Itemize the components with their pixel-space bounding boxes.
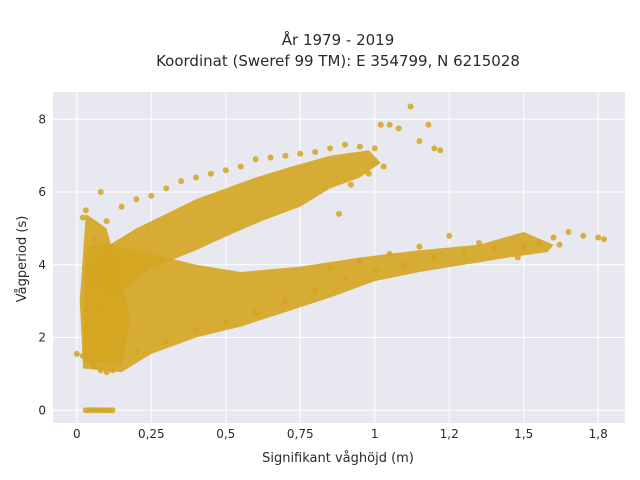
data-point: [425, 121, 432, 128]
x-tick-label: 0,75: [287, 427, 314, 441]
scatter-points: [73, 103, 608, 414]
x-tick-label: 1,8: [589, 427, 608, 441]
data-point: [395, 125, 402, 132]
data-point: [371, 145, 378, 152]
data-point: [535, 240, 542, 246]
data-point: [237, 163, 244, 170]
data-point: [437, 147, 444, 154]
data-point: [386, 250, 393, 257]
data-point: [595, 234, 602, 241]
data-point: [490, 245, 497, 252]
y-tick-label: 6: [38, 185, 46, 199]
data-point: [446, 232, 453, 239]
data-point: [163, 338, 170, 345]
data-point: [377, 121, 384, 128]
data-point: [312, 149, 319, 155]
data-point: [82, 349, 89, 356]
data-point: [297, 150, 304, 157]
upper-cloud-band: [85, 150, 381, 298]
data-point: [416, 243, 423, 250]
data-point: [416, 138, 423, 145]
x-axis-ticks: 0 0,25 0,5 0,75 1 1,2 1,5 1,8: [73, 427, 608, 441]
data-point: [580, 232, 587, 239]
data-point: [109, 367, 116, 374]
data-point: [222, 320, 229, 326]
data-point: [133, 196, 140, 203]
data-point: [520, 243, 527, 250]
x-tick-label: 1,5: [514, 427, 533, 441]
data-point: [73, 350, 80, 357]
chart-title-line-1: År 1979 - 2019: [282, 30, 395, 49]
data-point: [85, 280, 92, 286]
data-point: [109, 407, 116, 414]
x-tick-label: 0: [73, 427, 81, 441]
data-point: [103, 369, 110, 376]
data-point: [148, 192, 155, 199]
data-point: [371, 267, 378, 274]
data-point: [193, 174, 199, 181]
data-point: [550, 234, 557, 241]
data-point: [356, 143, 363, 150]
point-cloud: [79, 150, 554, 373]
data-point: [342, 276, 348, 283]
chart-title-line-2: Koordinat (Sweref 99 TM): E 354799, N 62…: [156, 52, 520, 70]
data-point: [431, 254, 438, 261]
data-point: [97, 367, 104, 374]
data-point: [565, 229, 572, 235]
data-point: [365, 170, 372, 177]
y-axis-ticks: 0 2 4 6 8: [38, 112, 46, 417]
y-tick-label: 8: [38, 112, 46, 126]
data-point: [347, 181, 354, 188]
data-point: [401, 261, 408, 268]
data-point: [97, 189, 104, 195]
data-point: [91, 363, 98, 370]
data-point: [601, 236, 608, 243]
data-point: [514, 254, 521, 261]
x-tick-label: 0,25: [138, 427, 165, 441]
data-point: [282, 152, 289, 159]
data-point: [431, 145, 438, 152]
x-tick-label: 1,2: [440, 427, 459, 441]
data-point: [103, 218, 110, 225]
data-point: [91, 236, 98, 243]
data-point: [327, 265, 334, 272]
y-tick-label: 4: [38, 258, 46, 272]
data-point: [267, 154, 274, 161]
data-point: [222, 167, 229, 174]
data-point: [252, 309, 259, 316]
data-point: [312, 287, 319, 294]
data-point: [178, 178, 185, 185]
data-point: [163, 185, 170, 192]
data-point: [342, 141, 348, 148]
x-tick-label: 0,5: [216, 427, 235, 441]
x-axis-label: Signifikant våghöjd (m): [262, 451, 414, 466]
data-point: [336, 210, 342, 217]
data-point: [327, 145, 334, 152]
data-point: [82, 207, 89, 214]
data-point: [94, 305, 101, 312]
data-point: [461, 249, 468, 255]
data-point: [193, 327, 199, 334]
data-point: [386, 121, 393, 128]
data-point: [133, 349, 140, 356]
data-point: [207, 170, 214, 177]
data-point: [556, 241, 563, 248]
lower-cloud-band: [82, 232, 554, 373]
data-point: [118, 203, 125, 210]
data-point: [476, 240, 482, 246]
y-tick-label: 0: [38, 403, 46, 417]
data-point: [356, 258, 363, 265]
data-point: [407, 103, 414, 110]
data-point: [79, 214, 86, 221]
x-tick-label: 1: [371, 427, 379, 441]
y-tick-label: 2: [38, 331, 46, 345]
data-point: [252, 156, 259, 163]
y-axis-label: Vågperiod (s): [15, 216, 30, 303]
data-point: [380, 163, 387, 170]
data-point: [282, 298, 289, 305]
low-height-cloud: [79, 213, 131, 365]
